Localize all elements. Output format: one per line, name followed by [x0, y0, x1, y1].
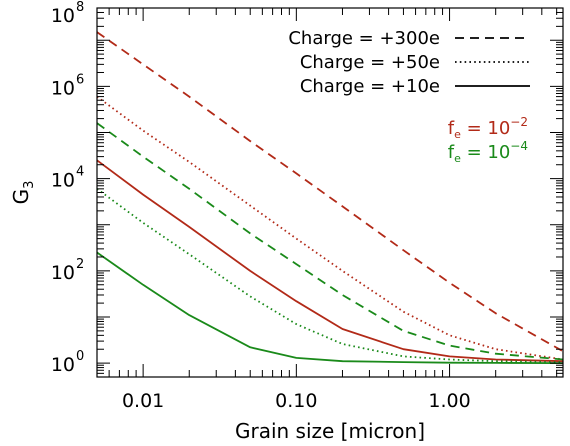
y-tick-label: 10	[51, 77, 75, 99]
y-tick-label: 10	[51, 170, 75, 192]
y-tick-label-exponent: 4	[76, 165, 84, 180]
y-tick-label-exponent: 6	[76, 72, 84, 87]
y-tick-label-exponent: 2	[76, 257, 84, 272]
y-tick-label: 10	[51, 354, 75, 376]
series-line-charge-300-fe-1e-4	[97, 122, 563, 361]
legend: Charge = +300e Charge = +50e Charge = +10e…	[288, 28, 530, 165]
y-axis-label: G3	[9, 181, 37, 205]
x-axis-label: Grain size [micron]	[235, 419, 425, 443]
legend-linestyle-label: Charge = +50e	[300, 52, 440, 73]
series-line-charge-50-fe-1e-4	[97, 188, 563, 363]
y-tick-label-exponent: 8	[76, 0, 84, 15]
legend-color-label: fe = 10−4	[448, 139, 528, 165]
legend-linestyle-label: Charge = +300e	[288, 28, 440, 49]
series-line-charge-10-fe-1e-4	[97, 251, 563, 365]
curves-layer	[97, 31, 563, 365]
y-axis-label-main: G	[9, 189, 33, 205]
x-tick-label: 1.00	[428, 390, 470, 412]
x-tick-label: 0.10	[275, 390, 317, 412]
legend-color-label: fe = 10−2	[448, 115, 528, 141]
legend-linestyle-label: Charge = +10e	[300, 76, 440, 97]
series-line-charge-10-fe-1e-2	[97, 159, 563, 363]
y-tick-label: 10	[51, 5, 75, 27]
x-tick-label: 0.01	[122, 390, 164, 412]
y-axis-label-sub: 3	[22, 181, 37, 189]
y-tick-label-exponent: 0	[76, 349, 84, 364]
series-line-charge-300-fe-1e-2	[97, 31, 563, 353]
y-tick-label: 10	[51, 262, 75, 284]
